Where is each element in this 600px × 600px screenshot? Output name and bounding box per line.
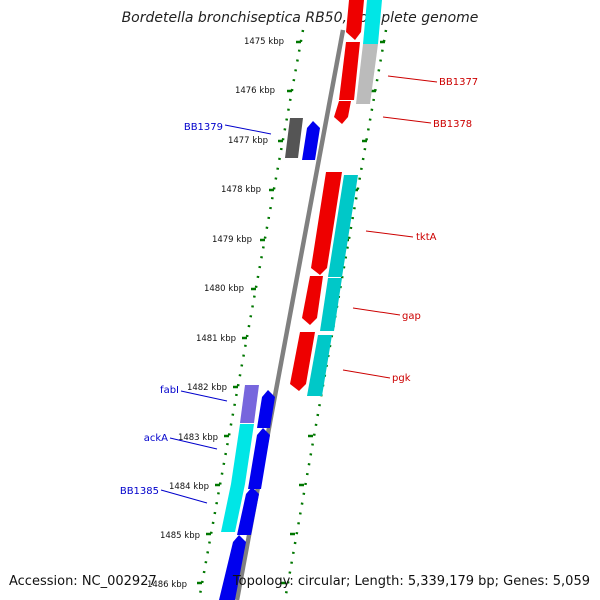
leader-bb1385 — [160, 489, 208, 504]
reverse-gene-alt-top[interactable] — [363, 0, 382, 44]
gene-label-gap: gap — [402, 311, 421, 322]
gene-label-fabi: fabI — [160, 385, 179, 396]
forward-gene-alt-fabi[interactable] — [240, 385, 259, 423]
tick-1484: 1484 kbp — [169, 482, 304, 492]
leader-bb1379 — [224, 124, 272, 135]
reverse-gene-alt-tkta[interactable] — [328, 175, 358, 277]
tick-label: 1479 kbp — [212, 235, 252, 245]
tick-1483: 1483 kbp — [178, 433, 313, 443]
genome-title: Bordetella bronchiseptica RB50, complete… — [121, 10, 479, 26]
reverse-gene-bb1377[interactable] — [339, 42, 360, 100]
tick-1475: 1475 kbp — [244, 37, 385, 47]
leader-bb1377 — [387, 75, 438, 83]
reverse-gene-pgk[interactable] — [290, 332, 315, 391]
genome-summary-text: Topology: circular; Length: 5,339,179 bp… — [232, 574, 590, 589]
leader-gap — [352, 307, 401, 316]
gene-label-pgk: pgk — [392, 373, 411, 384]
gene-label-acka: ackA — [144, 433, 168, 444]
forward-gene-bottom[interactable] — [219, 535, 246, 600]
reverse-gene-bb1376[interactable] — [346, 0, 364, 40]
forward-gene-alt-bb1385[interactable] — [221, 484, 245, 532]
tick-label: 1481 kbp — [196, 334, 236, 344]
leader-bb1378 — [382, 116, 432, 124]
tick-label: 1480 kbp — [204, 284, 244, 294]
gene-label-tkta: tktA — [416, 232, 437, 243]
reverse-gene-bb1378[interactable] — [334, 101, 351, 124]
forward-gene-bb1385[interactable] — [237, 487, 259, 535]
forward-gene-grey-bb1379[interactable] — [285, 118, 303, 158]
tick-1477: 1477 kbp — [228, 136, 367, 146]
tick-label: 1478 kbp — [221, 185, 261, 195]
forward-gene-bb1379[interactable] — [302, 121, 320, 160]
leader-pgk — [342, 369, 391, 379]
tick-label: 1483 kbp — [178, 433, 218, 443]
accession-text: Accession: NC_002927 — [9, 574, 157, 589]
reverse-gene-gap[interactable] — [302, 276, 323, 325]
forward-gene-alt-acka[interactable] — [231, 424, 254, 484]
gene-label-bb1379: BB1379 — [184, 122, 223, 133]
leader-tkta — [365, 230, 414, 238]
tick-label: 1477 kbp — [228, 136, 268, 146]
reverse-gene-alt-pgk[interactable] — [307, 335, 332, 396]
tick-label: 1484 kbp — [169, 482, 209, 492]
gene-label-bb1377: BB1377 — [439, 77, 478, 88]
tick-1486: 1486 kbp — [147, 580, 286, 590]
reverse-gene-tkta[interactable] — [311, 172, 342, 275]
reverse-gene-alt-gap[interactable] — [320, 278, 342, 331]
gene-label-bb1378: BB1378 — [433, 119, 472, 130]
gene-label-bb1385: BB1385 — [120, 486, 159, 497]
tick-label: 1482 kbp — [187, 383, 227, 393]
reverse-gene-grey-bb1377[interactable] — [356, 44, 378, 104]
leader-fabi — [180, 390, 228, 402]
leader-acka — [169, 437, 218, 450]
tick-1476: 1476 kbp — [235, 86, 376, 96]
tick-label: 1475 kbp — [244, 37, 284, 47]
tick-label: 1486 kbp — [147, 580, 187, 590]
tick-1485: 1485 kbp — [160, 531, 295, 541]
tick-label: 1476 kbp — [235, 86, 275, 96]
forward-gene-fabi[interactable] — [257, 390, 275, 428]
forward-gene-acka[interactable] — [248, 428, 270, 489]
tick-label: 1485 kbp — [160, 531, 200, 541]
